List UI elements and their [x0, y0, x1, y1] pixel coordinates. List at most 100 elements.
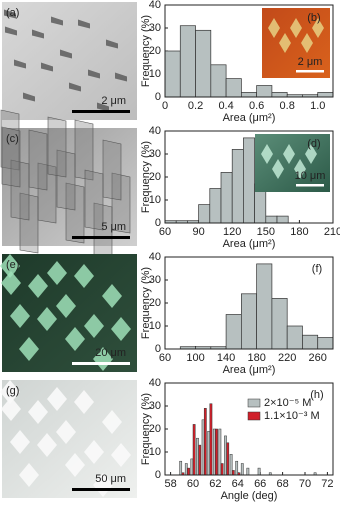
inset-flake: [301, 33, 313, 53]
bar: [209, 403, 213, 476]
x-tick-label: 1.0: [310, 100, 325, 112]
y-tick-label: 20: [149, 45, 161, 57]
x-tick-label: 90: [192, 226, 204, 238]
bar: [195, 29, 212, 98]
micrograph: [2, 128, 137, 246]
bar: [225, 78, 242, 98]
x-tick-label: 180: [247, 352, 265, 364]
bar: [184, 463, 188, 476]
flake: [56, 149, 76, 211]
flake: [37, 307, 57, 331]
flake: [4, 9, 16, 19]
inset-flake: [279, 33, 291, 53]
x-tick-label: 58: [164, 478, 176, 490]
flake: [60, 49, 72, 59]
flake: [28, 400, 48, 424]
bar: [265, 215, 278, 224]
flake: [65, 327, 85, 351]
bar: [179, 460, 183, 476]
flake: [0, 109, 20, 171]
flake: [102, 284, 122, 308]
flake: [78, 19, 90, 29]
x-tick-label: 60: [187, 478, 199, 490]
x-tick-label: 180: [290, 226, 308, 238]
legend-label: 1.1×10⁻³ M: [264, 410, 320, 422]
scale-bar-label: 2 μm: [101, 95, 126, 107]
x-axis-label: Area (μm²): [223, 238, 276, 250]
plot-frame: [164, 256, 334, 350]
panel-label: (c): [6, 133, 19, 145]
panel-label: (e): [6, 259, 19, 271]
plot-frame: [164, 130, 334, 224]
y-tick-label: 0: [155, 217, 161, 229]
y-tick-label: 0: [155, 91, 161, 103]
bar: [201, 419, 205, 476]
scale-bar: [72, 110, 130, 113]
bar: [220, 172, 233, 224]
scale-bar: [72, 362, 130, 365]
y-tick-label: 10: [149, 320, 161, 332]
flake: [0, 254, 20, 278]
flake: [88, 69, 100, 79]
x-tick-label: 60: [159, 226, 171, 238]
y-tick-label: 20: [149, 423, 161, 435]
y-axis-label: Frequency (%): [140, 393, 152, 465]
bar: [225, 314, 242, 350]
panel-label: (g): [6, 385, 19, 397]
x-tick-label: 120: [223, 226, 241, 238]
x-tick-label: 72: [321, 478, 333, 490]
flake: [102, 410, 122, 434]
y-tick-label: 30: [149, 400, 161, 412]
bar: [190, 458, 194, 476]
bar: [271, 298, 288, 350]
inset-flake: [272, 159, 284, 179]
y-tick-label: 30: [149, 22, 161, 34]
inset-scale-label: 2 μm: [298, 56, 323, 68]
flake: [47, 116, 67, 178]
flake: [106, 39, 118, 49]
bar: [240, 463, 244, 476]
bar: [198, 444, 202, 476]
bar: [210, 64, 227, 98]
x-tick-label: 62: [209, 478, 221, 490]
legend-swatch: [247, 398, 261, 408]
inset-scale-bar: [296, 184, 324, 187]
x-tick-label: 70: [299, 478, 311, 490]
bar: [256, 85, 273, 98]
x-tick-label: 60: [159, 352, 171, 364]
bar: [229, 454, 233, 476]
y-axis-label: Frequency (%): [140, 267, 152, 339]
flake: [115, 72, 127, 82]
y-tick-label: 40: [149, 125, 161, 137]
flake: [84, 169, 104, 231]
inset-flake: [290, 18, 302, 38]
x-tick-label: 220: [278, 352, 296, 364]
panel-label: (a): [6, 7, 19, 19]
bar: [203, 408, 207, 476]
flake: [111, 317, 131, 341]
bar: [235, 460, 239, 476]
bar: [226, 442, 230, 476]
y-tick-label: 0: [155, 469, 161, 481]
bar: [271, 92, 288, 98]
y-axis-label: Frequency (%): [140, 141, 152, 213]
flake: [5, 26, 17, 36]
bar: [179, 25, 196, 98]
scale-bar-label: 50 μm: [95, 473, 126, 485]
y-axis-label: Frequency (%): [140, 15, 152, 87]
scale-bar-label: 5 μm: [101, 221, 126, 233]
scale-bar: [72, 236, 130, 239]
inset-flake: [312, 18, 324, 38]
bar: [276, 215, 289, 224]
flake: [32, 29, 44, 39]
flake: [74, 264, 94, 288]
inset-flake: [268, 18, 280, 38]
bar: [317, 337, 334, 350]
flake: [28, 129, 48, 191]
panel-label: (f): [312, 263, 322, 275]
x-axis-label: Area (μm²): [223, 112, 276, 124]
y-tick-label: 30: [149, 274, 161, 286]
y-tick-label: 20: [149, 171, 161, 183]
inset-flake: [283, 144, 295, 164]
